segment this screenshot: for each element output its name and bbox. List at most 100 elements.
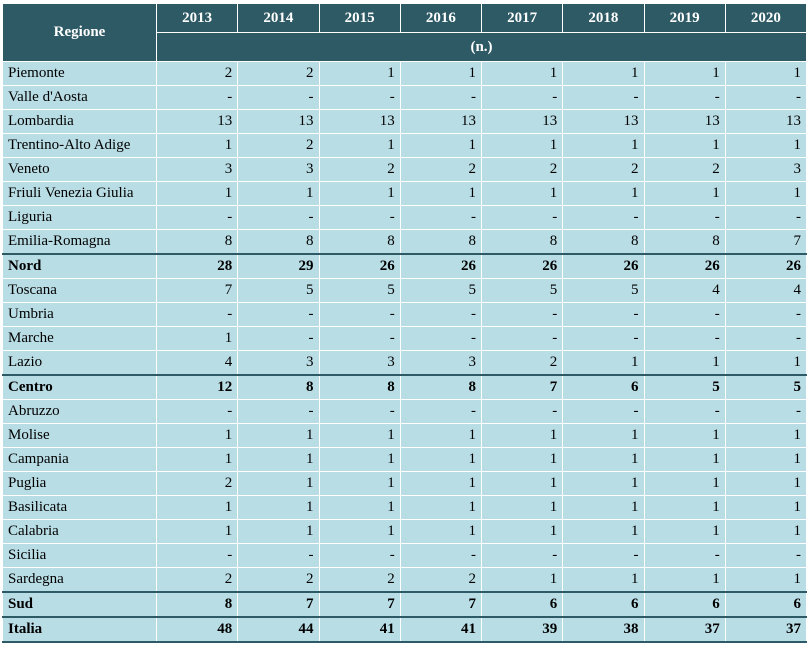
value-cell: 13 bbox=[155, 109, 239, 134]
value-cell: 1 bbox=[155, 133, 239, 158]
table-row: Valle d'Aosta - - - - - - - - bbox=[2, 85, 808, 110]
region-name: Friuli Venezia Giulia bbox=[2, 181, 157, 206]
year-header: 2016 bbox=[399, 3, 483, 33]
value-cell: 1 bbox=[724, 447, 808, 472]
total-row: Sud 8 7 7 7 6 6 6 6 bbox=[2, 591, 808, 618]
value-cell: 8 bbox=[480, 229, 564, 255]
value-cell: 3 bbox=[237, 157, 320, 182]
year-header: 2019 bbox=[643, 3, 726, 33]
value-cell: - bbox=[155, 302, 239, 327]
value-cell: - bbox=[724, 326, 808, 351]
value-cell: - bbox=[562, 399, 645, 424]
value-cell: 1 bbox=[399, 181, 483, 206]
region-name: Piemonte bbox=[2, 61, 157, 86]
value-cell: - bbox=[562, 85, 645, 110]
value-cell: 3 bbox=[724, 157, 808, 182]
value-cell: 5 bbox=[480, 278, 564, 303]
value-cell: 13 bbox=[237, 109, 320, 134]
value-cell: - bbox=[643, 302, 726, 327]
value-cell: 5 bbox=[643, 374, 726, 400]
value-cell: 2 bbox=[237, 133, 320, 158]
value-cell: 41 bbox=[318, 616, 401, 643]
value-cell: 1 bbox=[237, 423, 320, 448]
value-cell: 26 bbox=[562, 253, 645, 279]
value-cell: 39 bbox=[480, 616, 564, 643]
region-name: Emilia-Romagna bbox=[2, 229, 157, 255]
value-cell: 41 bbox=[399, 616, 483, 643]
total-row: Nord 28 29 26 26 26 26 26 26 bbox=[2, 253, 808, 279]
value-cell: 1 bbox=[318, 495, 401, 520]
table-row: Liguria - - - - - - - - bbox=[2, 205, 808, 230]
value-cell: 1 bbox=[562, 447, 645, 472]
value-cell: 1 bbox=[480, 495, 564, 520]
value-cell: 8 bbox=[155, 229, 239, 255]
value-cell: - bbox=[724, 205, 808, 230]
value-cell: 2 bbox=[155, 471, 239, 496]
value-cell: 1 bbox=[562, 423, 645, 448]
region-name: Sardegna bbox=[2, 567, 157, 593]
value-cell: - bbox=[237, 543, 320, 568]
value-cell: - bbox=[399, 205, 483, 230]
value-cell: 1 bbox=[480, 471, 564, 496]
value-cell: 1 bbox=[643, 567, 726, 593]
year-header: 2015 bbox=[318, 3, 401, 33]
value-cell: 1 bbox=[724, 181, 808, 206]
value-cell: 5 bbox=[562, 278, 645, 303]
region-name: Veneto bbox=[2, 157, 157, 182]
value-cell: - bbox=[318, 543, 401, 568]
value-cell: 1 bbox=[562, 519, 645, 544]
value-cell: 6 bbox=[562, 591, 645, 618]
year-header: 2014 bbox=[237, 3, 320, 33]
value-cell: 2 bbox=[480, 157, 564, 182]
value-cell: 1 bbox=[724, 423, 808, 448]
value-cell: 2 bbox=[318, 567, 401, 593]
table-row: Lombardia 13 13 13 13 13 13 13 13 bbox=[2, 109, 808, 134]
value-cell: 1 bbox=[643, 181, 726, 206]
value-cell: - bbox=[318, 399, 401, 424]
value-cell: 12 bbox=[155, 374, 239, 400]
table-row: Sicilia - - - - - - - - bbox=[2, 543, 808, 568]
value-cell: 1 bbox=[562, 181, 645, 206]
value-cell: - bbox=[643, 543, 726, 568]
region-name: Lazio bbox=[2, 350, 157, 376]
value-cell: 4 bbox=[724, 278, 808, 303]
value-cell: - bbox=[643, 85, 726, 110]
value-cell: - bbox=[399, 302, 483, 327]
value-cell: 13 bbox=[318, 109, 401, 134]
value-cell: 48 bbox=[155, 616, 239, 643]
value-cell: - bbox=[480, 399, 564, 424]
value-cell: 13 bbox=[480, 109, 564, 134]
value-cell: 5 bbox=[318, 278, 401, 303]
region-name: Marche bbox=[2, 326, 157, 351]
value-cell: 3 bbox=[155, 157, 239, 182]
value-cell: 8 bbox=[237, 374, 320, 400]
table-row: Veneto 3 3 2 2 2 2 2 3 bbox=[2, 157, 808, 182]
value-cell: 4 bbox=[155, 350, 239, 376]
region-name: Sud bbox=[2, 591, 157, 618]
region-name: Basilicata bbox=[2, 495, 157, 520]
value-cell: 1 bbox=[399, 61, 483, 86]
value-cell: 37 bbox=[724, 616, 808, 643]
value-cell: 1 bbox=[318, 447, 401, 472]
value-cell: 8 bbox=[318, 374, 401, 400]
value-cell: 1 bbox=[562, 567, 645, 593]
value-cell: 5 bbox=[237, 278, 320, 303]
value-cell: 26 bbox=[724, 253, 808, 279]
data-table: Regione 2013 2014 2015 2016 2017 2018 2019 2020… bbox=[2, 3, 808, 643]
value-cell: - bbox=[318, 85, 401, 110]
region-name: Campania bbox=[2, 447, 157, 472]
value-cell: 7 bbox=[155, 278, 239, 303]
value-cell: 28 bbox=[155, 253, 239, 279]
region-name: Puglia bbox=[2, 471, 157, 496]
region-name: Liguria bbox=[2, 205, 157, 230]
value-cell: - bbox=[724, 85, 808, 110]
value-cell: 1 bbox=[237, 447, 320, 472]
value-cell: - bbox=[724, 302, 808, 327]
value-cell: 2 bbox=[399, 157, 483, 182]
value-cell: 6 bbox=[480, 591, 564, 618]
region-name: Nord bbox=[2, 253, 157, 279]
value-cell: 1 bbox=[318, 181, 401, 206]
value-cell: - bbox=[480, 205, 564, 230]
value-cell: 1 bbox=[480, 133, 564, 158]
value-cell: 1 bbox=[399, 133, 483, 158]
